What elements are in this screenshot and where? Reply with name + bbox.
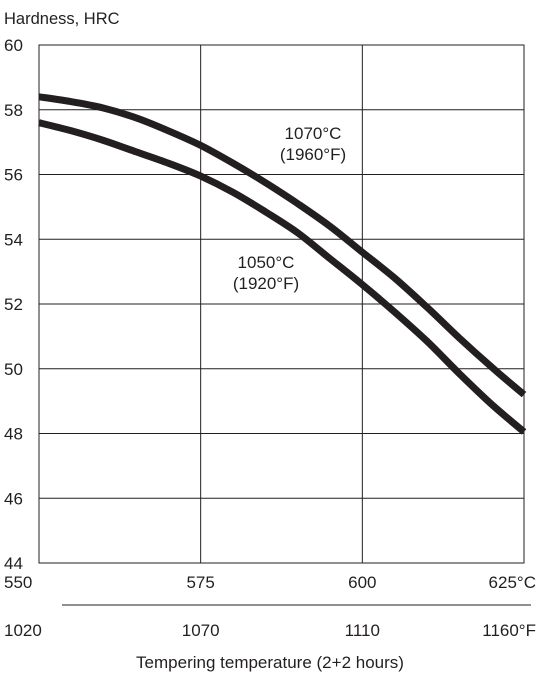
y-tick-label: 44 [4,554,23,573]
series-lines [38,93,527,435]
plot-frame [38,44,525,564]
y-tick-label: 56 [4,166,23,185]
x-tick-label-fahrenheit: 1020 [4,621,42,640]
x-tick-labels: 550 575 600 625°C 1020 1070 1110 1160°F [4,573,536,640]
y-axis-label: Hardness, HRC [4,10,120,28]
y-tick-label: 48 [4,425,23,444]
series-label-1050c: 1050°C (1920°F) [233,253,299,293]
series-label-line: (1960°F) [280,145,346,164]
x-tick-label-fahrenheit: 1110 [345,621,380,640]
x-axis-label: Tempering temperature (2+2 hours) [136,653,404,672]
series-line-1070c [38,93,527,398]
series-labels: 1070°C (1960°F) 1050°C (1920°F) [233,124,346,293]
x-tick-label-celsius: 550 [4,573,32,592]
x-tick-label-celsius: 600 [348,573,376,592]
x-tick-label-fahrenheit: 1070 [182,621,220,640]
grid-lines [38,44,525,564]
y-tick-label: 52 [4,295,23,314]
y-tick-label: 60 [4,36,23,55]
series-label-line: 1050°C [238,253,295,272]
y-tick-labels: 44 46 48 50 52 54 56 58 60 [4,36,23,573]
x-tick-label-celsius: 575 [186,573,214,592]
y-tick-label: 54 [4,230,23,249]
y-tick-label: 46 [4,489,23,508]
series-line-1050c [38,119,527,435]
series-label-line: 1070°C [285,124,342,143]
x-tick-label-fahrenheit: 1160°F [482,621,536,640]
y-tick-label: 50 [4,360,23,379]
x-tick-label-celsius: 625°C [489,573,536,592]
y-tick-label: 58 [4,101,23,120]
series-label-line: (1920°F) [233,274,299,293]
series-label-1070c: 1070°C (1960°F) [280,124,346,164]
